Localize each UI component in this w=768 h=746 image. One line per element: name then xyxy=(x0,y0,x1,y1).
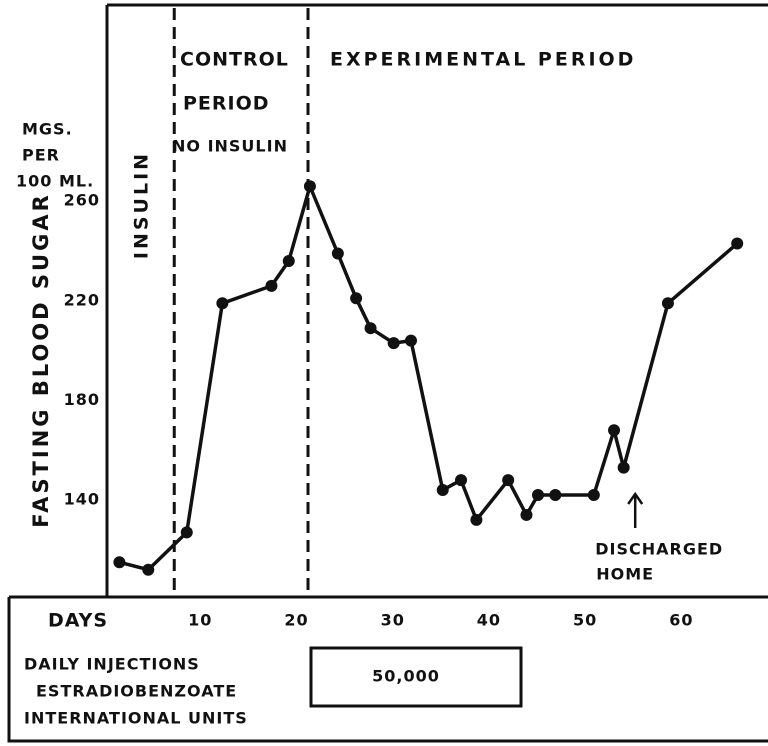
injections-label: INTERNATIONAL UNITS xyxy=(24,709,248,728)
data-point xyxy=(113,556,126,569)
data-point xyxy=(303,180,316,193)
data-point xyxy=(436,484,449,497)
data-point xyxy=(731,237,744,250)
annotation: DISCHARGED xyxy=(595,540,723,559)
period-label: INSULIN xyxy=(131,151,153,259)
x-tick-label: 60 xyxy=(669,611,693,630)
frame xyxy=(7,3,768,743)
injections-label: ESTRADIOBENZOATE xyxy=(36,682,237,701)
y-units: MGS. xyxy=(22,120,73,139)
x-label: DAYS xyxy=(48,610,108,632)
data-point xyxy=(549,489,562,502)
injections-label: DAILY INJECTIONS xyxy=(24,655,200,674)
y-units: PER xyxy=(22,146,60,165)
y-tick-label: 180 xyxy=(64,390,100,409)
data-point xyxy=(455,474,468,487)
x-tick-label: 50 xyxy=(573,611,597,630)
data-point xyxy=(180,526,193,539)
data-point xyxy=(617,461,630,474)
data-point xyxy=(502,474,515,487)
y-tick-label: 140 xyxy=(64,490,100,509)
data-point xyxy=(661,297,674,310)
frame-mask xyxy=(0,0,107,597)
period-label: PERIOD xyxy=(183,93,270,115)
data-point xyxy=(350,292,363,305)
data-point xyxy=(387,337,400,350)
dose: 50,000 xyxy=(372,667,440,686)
data-line xyxy=(118,184,739,572)
x-tick-label: 40 xyxy=(477,611,501,630)
y-tick-label: 260 xyxy=(64,191,100,210)
period-label: NO INSULIN xyxy=(172,137,288,156)
x-tick-label: 20 xyxy=(284,611,308,630)
x-tick-label: 30 xyxy=(381,611,405,630)
annotation-arrowhead xyxy=(627,491,644,505)
data-point xyxy=(470,513,483,526)
data-point xyxy=(608,424,621,437)
data-point xyxy=(265,279,278,292)
period-label: CONTROL xyxy=(180,49,289,71)
dose-box xyxy=(309,646,523,708)
data-point xyxy=(331,247,344,260)
data-point xyxy=(532,489,545,502)
period-label: EXPERIMENTAL PERIOD xyxy=(330,49,636,71)
data-point xyxy=(404,334,417,347)
x-tick-label: 10 xyxy=(188,611,212,630)
y-units: 100 ML. xyxy=(16,172,94,191)
data-point xyxy=(364,322,377,335)
data-point xyxy=(282,254,295,267)
data-point xyxy=(587,489,600,502)
y-tick-label: 220 xyxy=(64,290,100,309)
y-label: FASTING BLOOD SUGAR xyxy=(29,192,53,528)
data-point xyxy=(520,508,533,521)
annotation: HOME xyxy=(596,565,654,584)
data-point xyxy=(216,297,229,310)
data-point xyxy=(142,563,155,576)
